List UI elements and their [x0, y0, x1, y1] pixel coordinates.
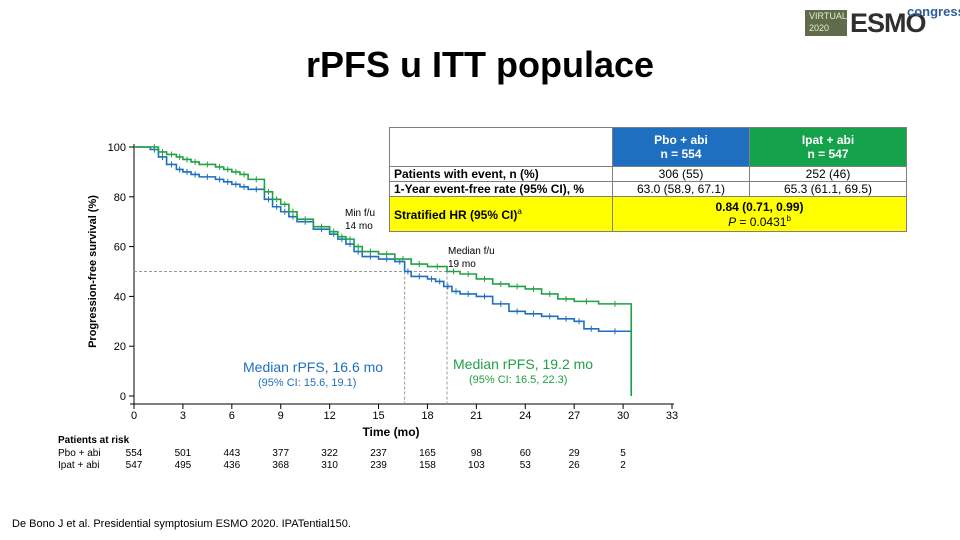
- risk-arm2-count: 310: [321, 460, 338, 471]
- citation: De Bono J et al. Presidential symptosium…: [12, 518, 351, 530]
- x-tick-label: 0: [131, 410, 137, 422]
- hr-value-cell: 0.84 (0.71, 0.99) P = 0.0431b: [612, 196, 907, 232]
- risk-arm2-count: 158: [419, 460, 436, 471]
- results-table: Pbo + abi n = 554 Ipat + abi n = 547 Pat…: [389, 127, 907, 232]
- y-tick-label: 100: [108, 142, 126, 154]
- risk-arm1-count: 60: [519, 448, 531, 459]
- x-tick-label: 6: [229, 410, 235, 422]
- table-row: 1-Year event-free rate (95% CI), % 63.0 …: [389, 181, 907, 197]
- risk-arm1-count: 5: [620, 448, 626, 459]
- median-pbo-ci: (95% CI: 15.6, 19.1): [258, 377, 356, 389]
- risk-arm1-count: 554: [125, 448, 143, 459]
- risk-arm2-count: 103: [468, 460, 485, 471]
- arm2-header: Ipat + abi n = 547: [749, 127, 907, 167]
- risk-arm2-label: Ipat + abi: [58, 460, 100, 471]
- risk-arm1-count: 98: [470, 448, 482, 459]
- risk-arm2-count: 53: [519, 460, 531, 471]
- risk-arm1-count: 165: [419, 448, 436, 459]
- y-axis-label: Progression-free survival (%): [87, 195, 99, 348]
- risk-arm1-count: 377: [272, 448, 290, 459]
- virtual-label: VIRTUAL: [809, 11, 847, 21]
- hr-label-text: Stratified HR (95% CI): [394, 207, 518, 222]
- x-tick-label: 24: [519, 410, 531, 422]
- hr-footnote-mark: a: [517, 206, 522, 216]
- risk-arm2-count: 547: [125, 460, 143, 471]
- x-tick-label: 21: [470, 410, 482, 422]
- x-tick-label: 15: [372, 410, 384, 422]
- x-axis-label: Time (mo): [362, 425, 419, 439]
- risk-arm1-count: 501: [174, 448, 192, 459]
- row-label: Patients with event, n (%): [389, 166, 613, 182]
- min-fu-value: 14 mo: [345, 221, 373, 232]
- x-tick-label: 18: [421, 410, 433, 422]
- y-tick-label: 20: [114, 341, 126, 353]
- esmo-logo: VIRTUAL 2020 ESMO congress: [805, 4, 960, 40]
- hr-label: Stratified HR (95% CI)a: [389, 196, 613, 232]
- year-label: 2020: [809, 23, 830, 33]
- row-arm1-value: 306 (55): [612, 166, 750, 182]
- y-tick-label: 0: [120, 391, 126, 403]
- risk-arm2-count: 495: [174, 460, 192, 471]
- table-corner: [389, 127, 613, 167]
- hr-value: 0.84 (0.71, 0.99): [715, 199, 804, 214]
- row-label: 1-Year event-free rate (95% CI), %: [389, 181, 613, 197]
- risk-heading: Patients at risk: [58, 435, 130, 446]
- arm1-name: Pbo + abi: [654, 133, 708, 147]
- table-row: Patients with event, n (%) 306 (55) 252 …: [389, 166, 907, 182]
- risk-arm1-label: Pbo + abi: [58, 448, 101, 459]
- p-symbol: P: [728, 214, 737, 229]
- congress-label: congress: [907, 4, 960, 19]
- x-tick-label: 33: [666, 410, 678, 422]
- median-ipat-label: Median rPFS, 19.2 mo: [453, 356, 593, 372]
- ipat-abi-curve: [134, 146, 633, 396]
- p-footnote-mark: b: [786, 213, 791, 223]
- risk-arm2-count: 2: [620, 460, 626, 471]
- row-arm1-value: 63.0 (58.9, 67.1): [612, 181, 750, 197]
- risk-arm1-count: 237: [370, 448, 387, 459]
- arm1-header: Pbo + abi n = 554: [612, 127, 750, 167]
- median-fu-label: Median f/u: [448, 246, 495, 257]
- arm2-name: Ipat + abi: [801, 133, 855, 147]
- risk-arm1-count: 443: [223, 448, 241, 459]
- y-tick-label: 80: [114, 192, 126, 204]
- virtual-2020-badge: VIRTUAL 2020: [805, 10, 847, 36]
- median-fu-value: 19 mo: [448, 259, 476, 270]
- y-tick-label: 60: [114, 242, 126, 254]
- risk-arm1-count: 322: [321, 448, 338, 459]
- y-tick-label: 40: [114, 291, 126, 303]
- row-arm2-value: 65.3 (61.1, 69.5): [749, 181, 907, 197]
- risk-arm1-count: 29: [568, 448, 580, 459]
- x-tick-label: 27: [568, 410, 580, 422]
- hr-row: Stratified HR (95% CI)a 0.84 (0.71, 0.99…: [389, 196, 907, 232]
- median-pbo-label: Median rPFS, 16.6 mo: [243, 359, 383, 375]
- risk-arm2-count: 436: [223, 460, 241, 471]
- x-tick-label: 3: [180, 410, 186, 422]
- min-fu-label: Min f/u: [345, 208, 375, 219]
- row-arm2-value: 252 (46): [749, 166, 907, 182]
- x-tick-label: 12: [324, 410, 336, 422]
- arm2-n: n = 547: [807, 147, 849, 161]
- p-value: P = 0.0431b: [617, 214, 902, 229]
- pbo-abi-curve: [134, 146, 633, 396]
- risk-arm2-count: 239: [370, 460, 387, 471]
- x-tick-label: 30: [617, 410, 629, 422]
- arm1-n: n = 554: [660, 147, 702, 161]
- slide-title: rPFS u ITT populace: [305, 44, 655, 85]
- p-value-text: = 0.0431: [736, 214, 787, 229]
- x-tick-label: 9: [278, 410, 284, 422]
- esmo-wordmark: ESMO: [850, 8, 927, 38]
- median-ipat-ci: (95% CI: 16.5, 22.3): [469, 374, 567, 386]
- risk-arm2-count: 26: [568, 460, 580, 471]
- risk-arm2-count: 368: [272, 460, 290, 471]
